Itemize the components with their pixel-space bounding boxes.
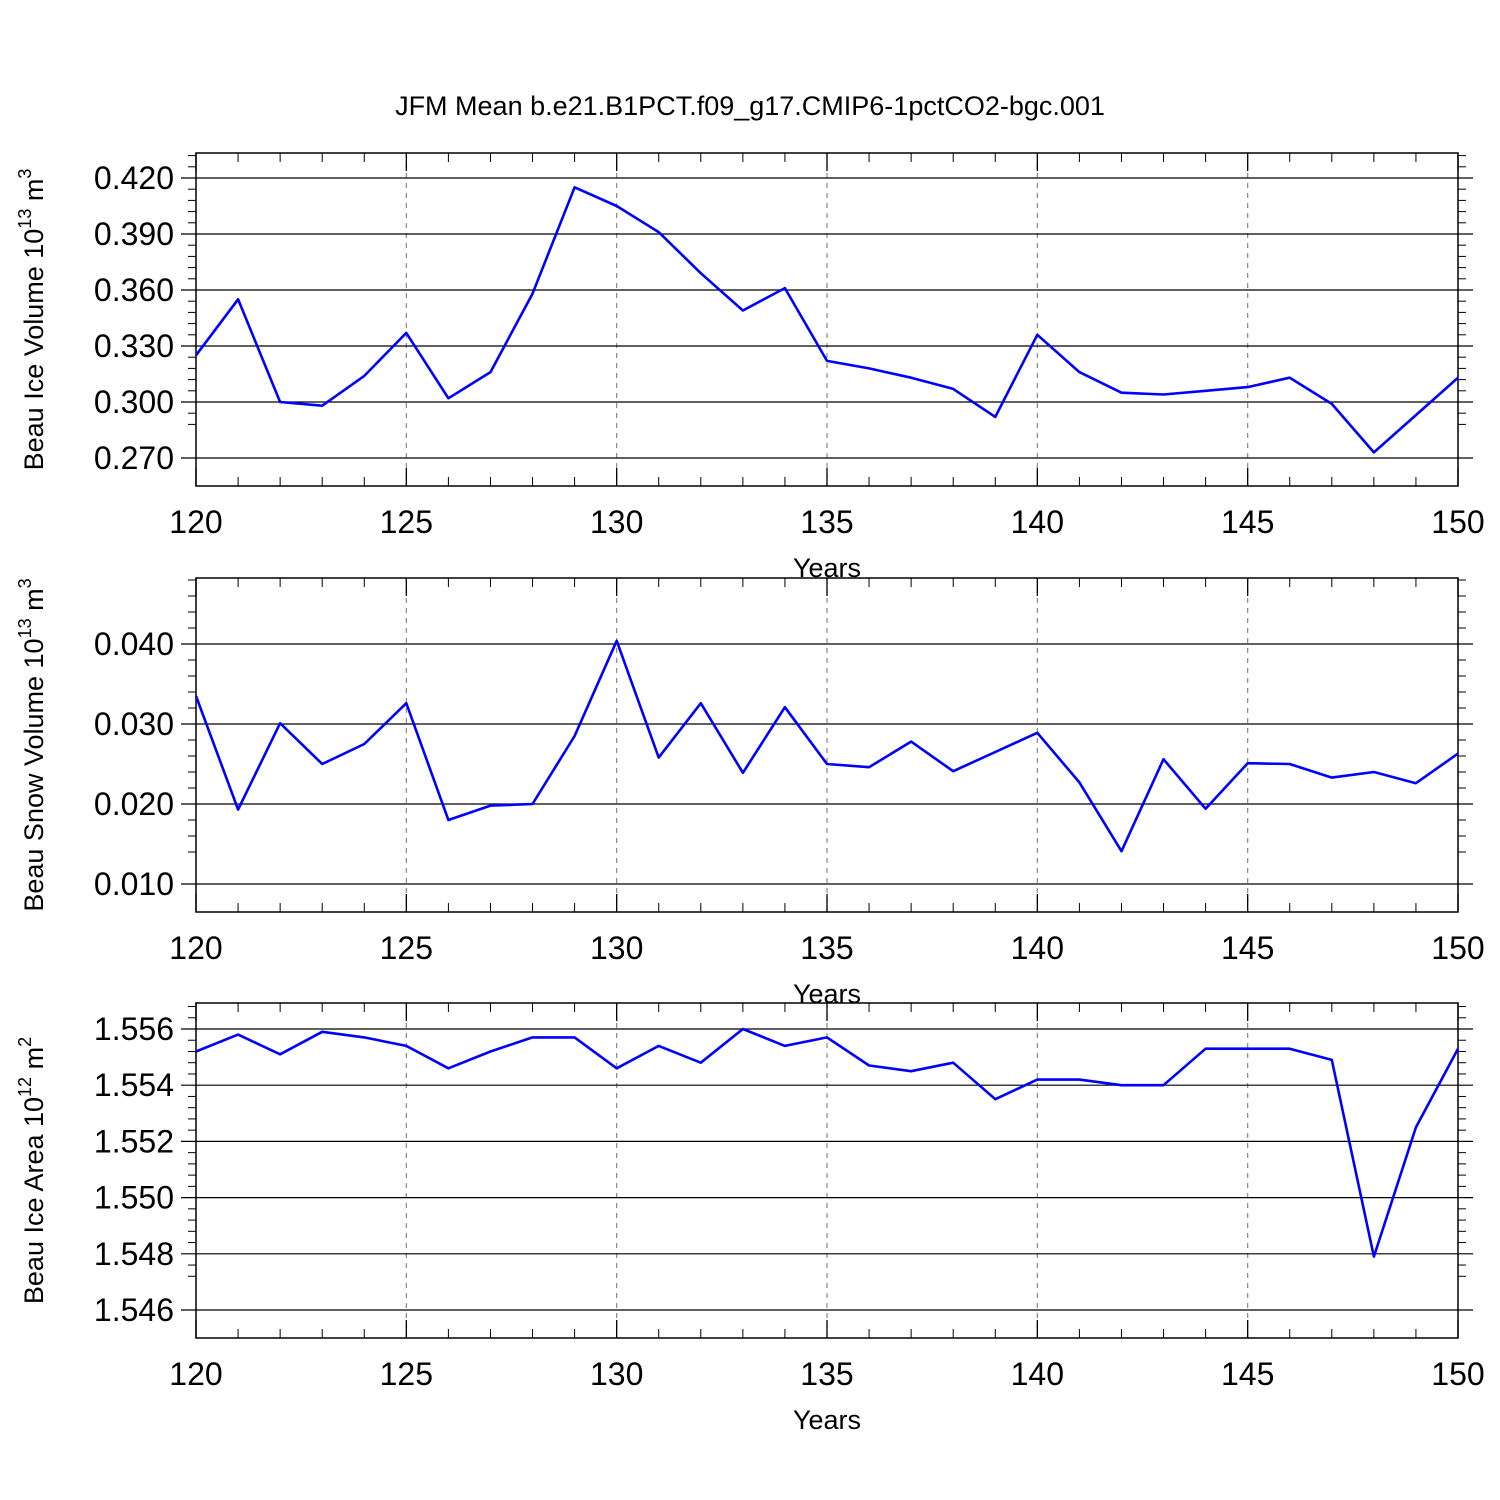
x-tick-label: 145 (1221, 1356, 1274, 1392)
figure-title: JFM Mean b.e21.B1PCT.f09_g17.CMIP6-1pctC… (395, 91, 1105, 121)
y-tick-label: 1.550 (94, 1180, 174, 1216)
y-tick-label: 0.300 (94, 384, 174, 420)
series-line (194, 639, 1459, 853)
x-tick-label: 150 (1431, 930, 1484, 966)
x-tick-label: 140 (1011, 1356, 1064, 1392)
y-tick-label: 1.552 (94, 1123, 174, 1159)
y-axis-label: Beau Ice Volume 1013 m3 (15, 169, 49, 471)
y-tick-label: 0.020 (94, 786, 174, 822)
x-tick-label: 135 (800, 930, 853, 966)
y-tick-label: 1.546 (94, 1292, 174, 1328)
x-tick-label: 120 (169, 930, 222, 966)
x-tick-label: 150 (1431, 1356, 1484, 1392)
x-tick-label: 125 (380, 930, 433, 966)
x-tick-label: 145 (1221, 504, 1274, 540)
x-axis-label: Years (793, 1405, 861, 1435)
panel-1: 120 125 130 135 140 145 150 0.270 0.300 0.330 0.36… (15, 152, 1485, 583)
x-tick-label: 150 (1431, 504, 1484, 540)
x-tick-label: 140 (1011, 504, 1064, 540)
y-tick-label: 1.548 (94, 1236, 174, 1272)
x-tick-label: 135 (800, 504, 853, 540)
x-tick-label: 135 (800, 1356, 853, 1392)
x-tick-label: 125 (380, 504, 433, 540)
x-tick-label: 120 (169, 1356, 222, 1392)
y-tick-label: 0.330 (94, 328, 174, 364)
x-tick-label: 125 (380, 1356, 433, 1392)
x-tick-label: 145 (1221, 930, 1274, 966)
series-line (195, 1027, 1460, 1258)
x-tick-label: 130 (590, 504, 643, 540)
y-tick-label: 0.360 (94, 272, 174, 308)
y-tick-label: 0.040 (94, 626, 174, 662)
x-tick-label: 130 (590, 930, 643, 966)
y-tick-label: 0.010 (94, 866, 174, 902)
panel-3: 120 125 130 135 140 145 150 1.546 1.548 1.550 1.55… (15, 1002, 1485, 1435)
panel-2: 120 125 130 135 140 145 150 0.010 0.020 0.030 0.04… (15, 577, 1485, 1009)
x-tick-label: 130 (590, 1356, 643, 1392)
x-tick-label: 120 (169, 504, 222, 540)
y-tick-label: 0.420 (94, 160, 174, 196)
y-tick-label: 1.556 (94, 1011, 174, 1047)
y-axis-label: Beau Ice Area 1012 m2 (15, 1037, 49, 1304)
y-tick-label: 0.030 (94, 706, 174, 742)
y-tick-label: 1.554 (94, 1067, 174, 1103)
series-line (194, 186, 1459, 454)
x-tick-label: 140 (1011, 930, 1064, 966)
y-axis-label: Beau Snow Volume 1013 m3 (15, 578, 49, 911)
y-tick-label: 0.390 (94, 216, 174, 252)
y-tick-label: 0.270 (94, 440, 174, 476)
